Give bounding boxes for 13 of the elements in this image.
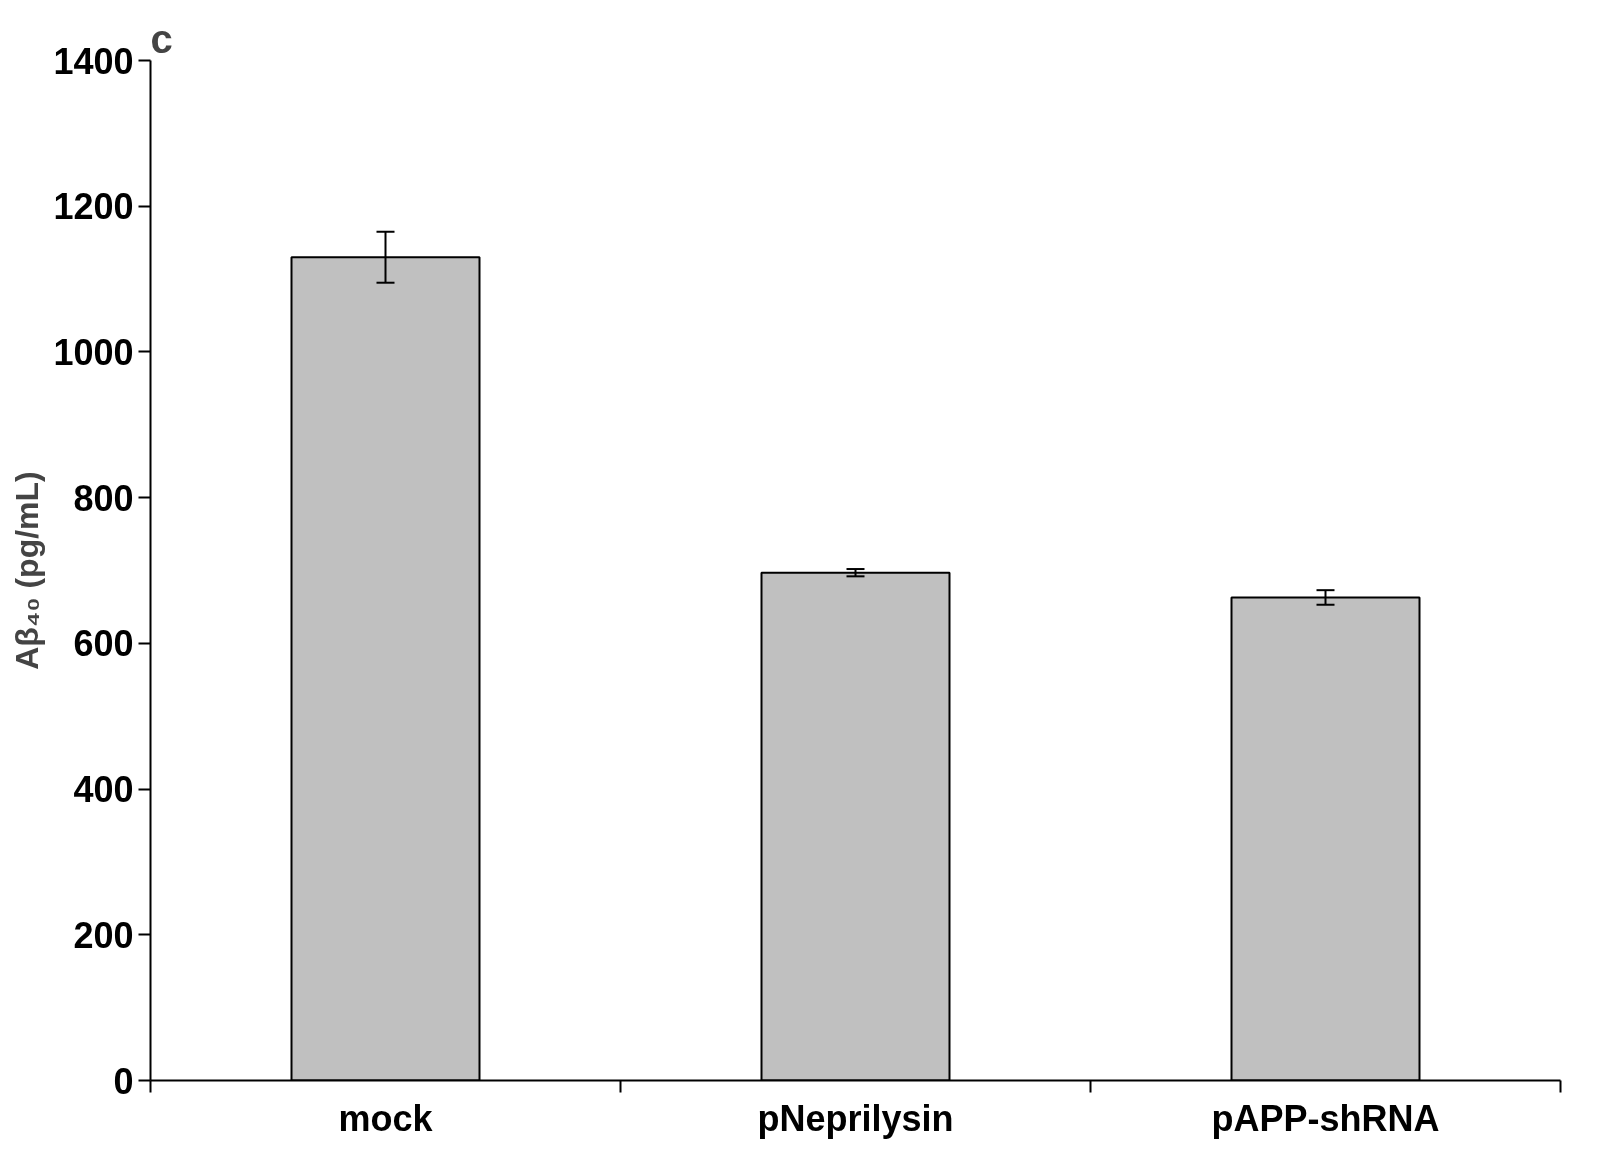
y-tick-label: 1200 (53, 186, 134, 228)
y-tick-label: 0 (113, 1060, 134, 1102)
x-tick-label: pNeprilysin (757, 1097, 954, 1139)
x-tick-label: pAPP-shRNA (1211, 1097, 1440, 1139)
x-tick-label: mock (338, 1097, 434, 1139)
y-tick-label: 1400 (53, 40, 134, 82)
y-tick-label: 600 (73, 623, 134, 665)
annotation: c (150, 16, 173, 61)
y-tick-label: 1000 (53, 331, 134, 373)
y-tick-label: 400 (73, 769, 134, 811)
y-tick-label: 200 (73, 914, 134, 956)
y-tick-label: 800 (73, 477, 134, 519)
y-axis-title: Aβ₄₀ (pg/mL) (9, 471, 46, 670)
